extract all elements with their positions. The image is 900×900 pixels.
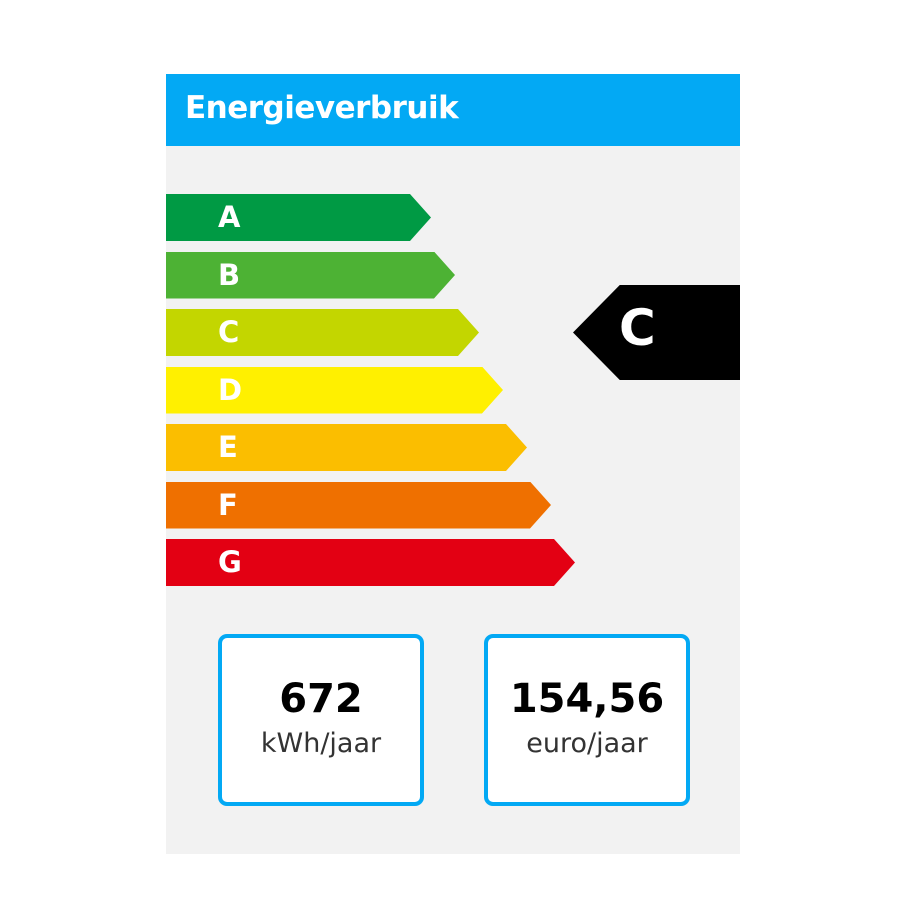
kwh-per-year-box: 672 kWh/jaar [218, 634, 424, 806]
energy-class-label: D [218, 372, 243, 407]
energy-class-label: E [218, 430, 238, 464]
energy-class-bar-e: E [166, 424, 527, 471]
energy-class-bar-f: F [166, 481, 551, 529]
panel-title: Energieverbruik [185, 90, 459, 126]
kwh-unit: kWh/jaar [260, 728, 382, 759]
energy-class-label: F [218, 487, 238, 522]
energy-class-bar-g: G [166, 539, 575, 586]
energy-class-label: C [218, 315, 240, 349]
euro-per-year-box: 154,56 euro/jaar [484, 634, 690, 806]
energy-class-label: B [218, 257, 241, 292]
euro-unit: euro/jaar [526, 728, 648, 759]
current-energy-class: C [619, 299, 656, 357]
energy-class-label: G [218, 545, 242, 579]
panel-header: Energieverbruik [166, 74, 740, 146]
energy-class-bar-a: A [166, 194, 431, 241]
euro-value: 154,56 [509, 676, 665, 722]
kwh-value: 672 [279, 676, 363, 722]
energy-class-bar-c: C [166, 309, 479, 356]
energy-class-bar-d: D [166, 366, 503, 414]
energy-class-bar-b: B [166, 251, 455, 299]
current-energy-class-arrow: C [573, 285, 740, 380]
energy-class-label: A [218, 200, 241, 234]
